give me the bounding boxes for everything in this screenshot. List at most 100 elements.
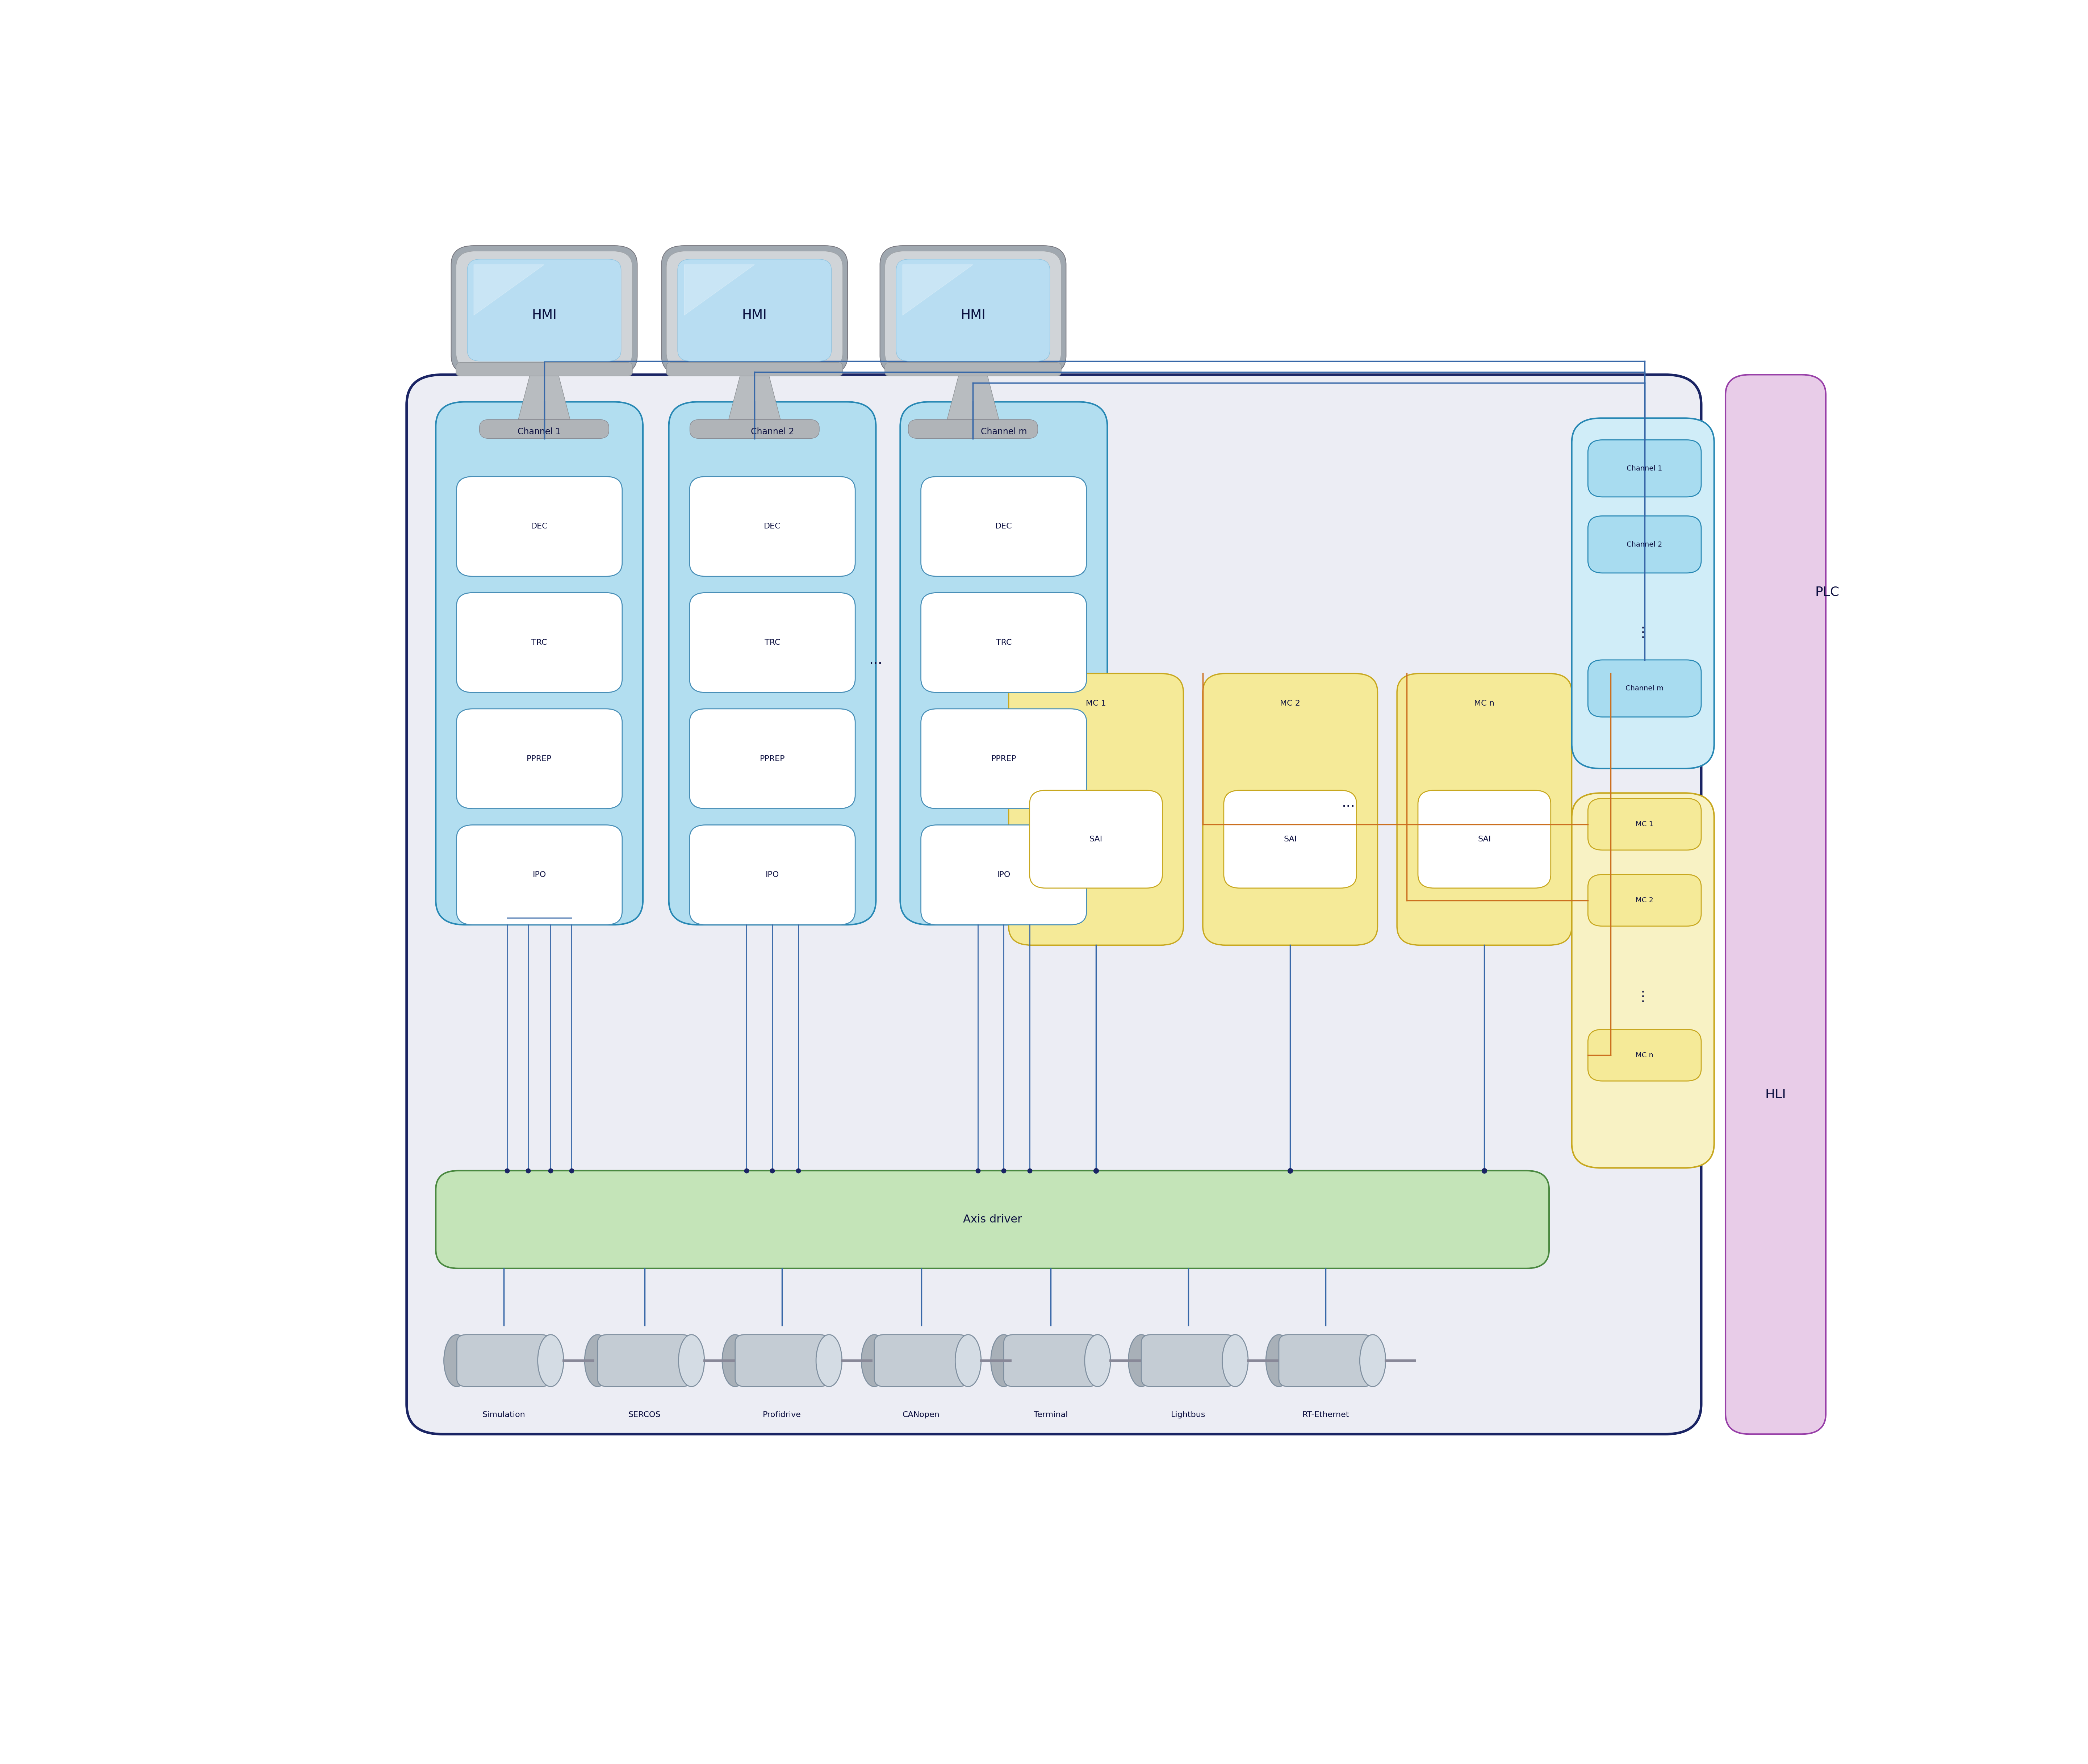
Text: SAI: SAI	[1284, 836, 1297, 843]
Text: PPREP: PPREP	[526, 755, 551, 762]
FancyBboxPatch shape	[1004, 1335, 1098, 1387]
Text: HMI: HMI	[532, 309, 557, 321]
FancyBboxPatch shape	[662, 245, 848, 374]
Text: Channel 1: Channel 1	[1627, 466, 1662, 471]
FancyBboxPatch shape	[457, 709, 622, 808]
FancyBboxPatch shape	[1418, 790, 1551, 887]
Ellipse shape	[816, 1335, 841, 1387]
Ellipse shape	[679, 1335, 704, 1387]
FancyBboxPatch shape	[1572, 794, 1714, 1168]
Text: MC 1: MC 1	[1635, 820, 1654, 827]
FancyBboxPatch shape	[457, 476, 622, 577]
FancyBboxPatch shape	[436, 1171, 1549, 1268]
FancyBboxPatch shape	[921, 826, 1086, 924]
Text: Profidrive: Profidrive	[762, 1411, 802, 1418]
FancyBboxPatch shape	[885, 362, 1061, 376]
Text: Axis driver: Axis driver	[963, 1214, 1021, 1224]
Text: Channel 2: Channel 2	[1627, 542, 1662, 549]
FancyBboxPatch shape	[480, 420, 610, 439]
Text: MC 2: MC 2	[1280, 700, 1301, 707]
Text: DEC: DEC	[764, 522, 781, 531]
FancyBboxPatch shape	[666, 250, 844, 369]
FancyBboxPatch shape	[1587, 439, 1702, 497]
FancyBboxPatch shape	[1587, 515, 1702, 573]
Text: HLI: HLI	[1764, 1088, 1785, 1101]
Ellipse shape	[992, 1335, 1017, 1387]
Text: PPREP: PPREP	[992, 755, 1017, 762]
FancyBboxPatch shape	[1278, 1335, 1372, 1387]
Polygon shape	[518, 376, 570, 420]
Text: ⋮: ⋮	[1635, 626, 1650, 640]
FancyBboxPatch shape	[1587, 875, 1702, 926]
Text: DEC: DEC	[530, 522, 547, 531]
Text: MC 1: MC 1	[1086, 700, 1107, 707]
FancyBboxPatch shape	[689, 826, 856, 924]
Text: ...: ...	[1343, 796, 1355, 810]
FancyBboxPatch shape	[457, 1335, 551, 1387]
Polygon shape	[902, 265, 973, 316]
FancyBboxPatch shape	[885, 250, 1061, 369]
FancyBboxPatch shape	[921, 476, 1086, 577]
Text: MC n: MC n	[1474, 700, 1495, 707]
Text: Channel m: Channel m	[981, 427, 1027, 436]
FancyBboxPatch shape	[1009, 674, 1184, 946]
Text: Channel m: Channel m	[1627, 684, 1664, 691]
FancyBboxPatch shape	[436, 402, 643, 924]
Ellipse shape	[862, 1335, 887, 1387]
FancyBboxPatch shape	[689, 420, 818, 439]
FancyBboxPatch shape	[689, 593, 856, 693]
Ellipse shape	[1359, 1335, 1386, 1387]
Ellipse shape	[722, 1335, 748, 1387]
FancyBboxPatch shape	[455, 250, 633, 369]
Text: RT-Ethernet: RT-Ethernet	[1303, 1411, 1349, 1418]
Polygon shape	[948, 376, 998, 420]
Text: SAI: SAI	[1090, 836, 1102, 843]
FancyBboxPatch shape	[468, 259, 620, 362]
FancyBboxPatch shape	[689, 709, 856, 808]
FancyBboxPatch shape	[1029, 790, 1163, 887]
FancyBboxPatch shape	[896, 259, 1050, 362]
Text: ⋮: ⋮	[1635, 990, 1650, 1004]
Text: IPO: IPO	[996, 871, 1011, 878]
Text: IPO: IPO	[532, 871, 547, 878]
Ellipse shape	[954, 1335, 981, 1387]
FancyBboxPatch shape	[908, 420, 1038, 439]
FancyBboxPatch shape	[455, 362, 633, 376]
Text: PPREP: PPREP	[760, 755, 785, 762]
Ellipse shape	[1265, 1335, 1292, 1387]
FancyBboxPatch shape	[689, 476, 856, 577]
Text: ...: ...	[869, 653, 883, 667]
Text: Channel 1: Channel 1	[518, 427, 562, 436]
FancyBboxPatch shape	[597, 1335, 691, 1387]
Text: Lightbus: Lightbus	[1171, 1411, 1205, 1418]
FancyBboxPatch shape	[921, 709, 1086, 808]
FancyBboxPatch shape	[407, 374, 1702, 1434]
FancyBboxPatch shape	[1587, 799, 1702, 850]
FancyBboxPatch shape	[1203, 674, 1378, 946]
Text: DEC: DEC	[996, 522, 1013, 531]
FancyBboxPatch shape	[735, 1335, 829, 1387]
FancyBboxPatch shape	[1572, 418, 1714, 769]
FancyBboxPatch shape	[1587, 660, 1702, 716]
Text: HMI: HMI	[960, 309, 986, 321]
Text: SAI: SAI	[1478, 836, 1491, 843]
Ellipse shape	[539, 1335, 564, 1387]
Text: Channel 2: Channel 2	[752, 427, 793, 436]
Text: TRC: TRC	[764, 639, 781, 646]
Text: TRC: TRC	[532, 639, 547, 646]
FancyBboxPatch shape	[679, 259, 831, 362]
FancyBboxPatch shape	[666, 362, 844, 376]
Polygon shape	[685, 265, 754, 316]
Text: IPO: IPO	[766, 871, 779, 878]
FancyBboxPatch shape	[921, 593, 1086, 693]
FancyBboxPatch shape	[900, 402, 1107, 924]
Ellipse shape	[1084, 1335, 1111, 1387]
Text: Terminal: Terminal	[1034, 1411, 1067, 1418]
FancyBboxPatch shape	[668, 402, 877, 924]
FancyBboxPatch shape	[1224, 790, 1357, 887]
Ellipse shape	[585, 1335, 610, 1387]
FancyBboxPatch shape	[1142, 1335, 1236, 1387]
Text: MC 2: MC 2	[1635, 896, 1654, 903]
Text: PLC: PLC	[1814, 586, 1840, 598]
Text: CANopen: CANopen	[902, 1411, 940, 1418]
